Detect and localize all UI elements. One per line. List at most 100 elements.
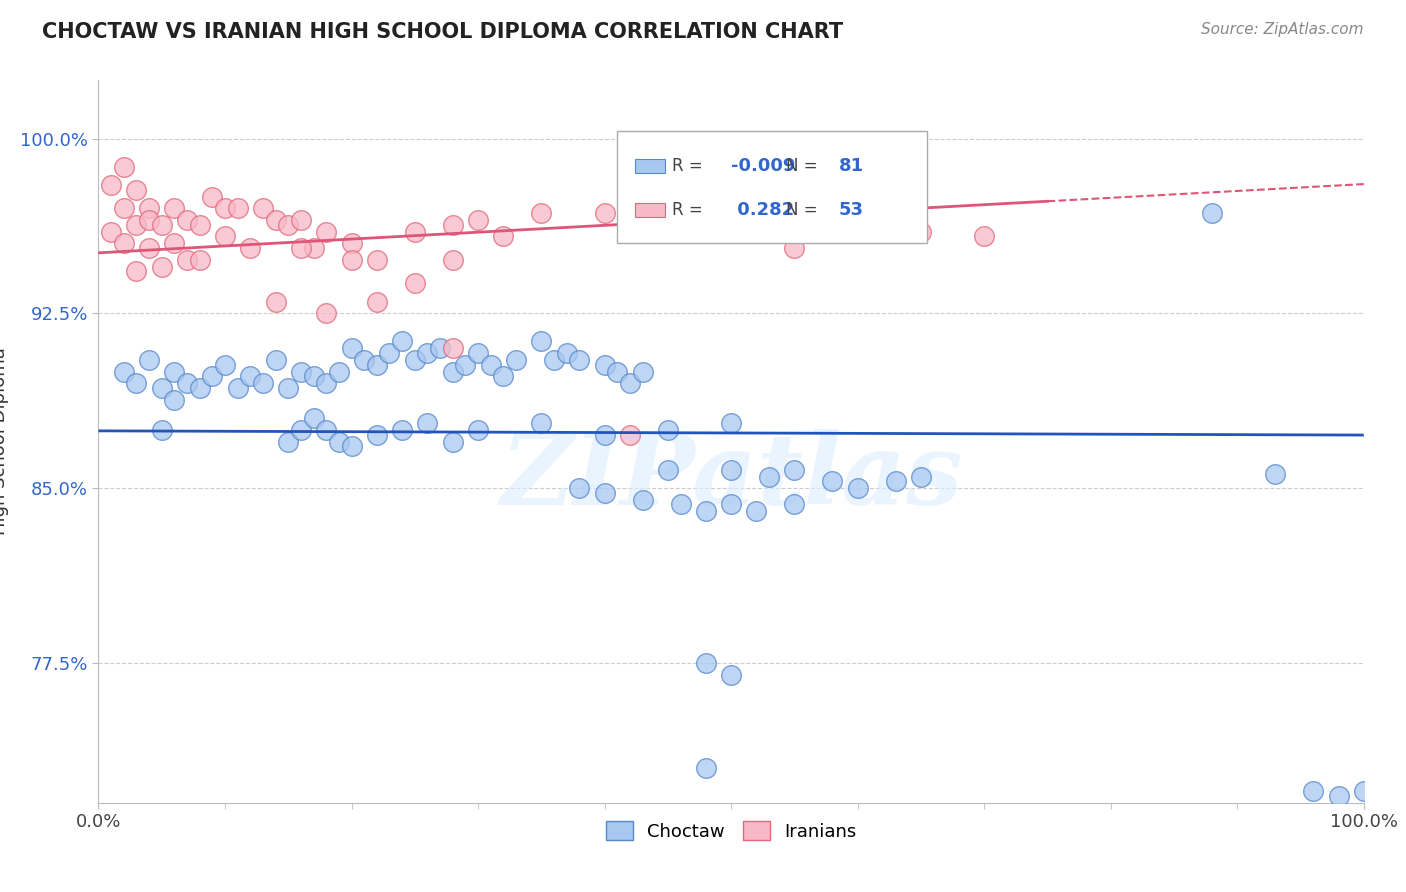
Point — [302, 411, 325, 425]
Point — [290, 241, 312, 255]
Point — [100, 178, 122, 193]
FancyBboxPatch shape — [617, 131, 928, 243]
Text: Source: ZipAtlas.com: Source: ZipAtlas.com — [1201, 22, 1364, 37]
Point — [846, 202, 869, 216]
Text: 81: 81 — [838, 157, 863, 175]
Point — [214, 358, 236, 372]
Point — [492, 369, 515, 384]
Point — [150, 423, 173, 437]
Point — [910, 469, 932, 483]
Text: R =: R = — [672, 157, 707, 175]
Point — [201, 369, 224, 384]
FancyBboxPatch shape — [636, 159, 665, 173]
Point — [391, 423, 413, 437]
Point — [530, 206, 553, 220]
Text: N =: N = — [786, 201, 823, 219]
Point — [530, 416, 553, 430]
Point — [695, 761, 717, 775]
Point — [441, 365, 464, 379]
Point — [315, 225, 337, 239]
Point — [277, 381, 299, 395]
Point — [176, 376, 198, 391]
Point — [290, 423, 312, 437]
Point — [695, 504, 717, 518]
Point — [112, 365, 135, 379]
Point — [783, 498, 806, 512]
Point — [593, 427, 616, 442]
Point — [366, 358, 388, 372]
Point — [1353, 784, 1375, 798]
Point — [467, 213, 489, 227]
Point — [302, 241, 325, 255]
Point — [720, 416, 742, 430]
Point — [214, 229, 236, 244]
Point — [163, 236, 186, 251]
Point — [150, 260, 173, 274]
Point — [340, 341, 363, 355]
Point — [631, 365, 654, 379]
Point — [467, 346, 489, 360]
Point — [1201, 206, 1223, 220]
Point — [720, 462, 742, 476]
Point — [404, 276, 426, 290]
Point — [138, 353, 160, 368]
FancyBboxPatch shape — [636, 202, 665, 217]
Point — [1264, 467, 1286, 482]
Point — [619, 376, 641, 391]
Point — [631, 492, 654, 507]
Point — [441, 434, 464, 449]
Point — [239, 369, 262, 384]
Point — [441, 252, 464, 267]
Point — [188, 218, 211, 232]
Point — [150, 381, 173, 395]
Point — [1302, 784, 1324, 798]
Point — [226, 381, 249, 395]
Text: CHOCTAW VS IRANIAN HIGH SCHOOL DIPLOMA CORRELATION CHART: CHOCTAW VS IRANIAN HIGH SCHOOL DIPLOMA C… — [42, 22, 844, 42]
Point — [366, 252, 388, 267]
Point — [163, 365, 186, 379]
Point — [328, 365, 350, 379]
Point — [884, 474, 907, 488]
Point — [657, 462, 679, 476]
Point — [125, 264, 148, 278]
Point — [315, 376, 337, 391]
Point — [745, 504, 768, 518]
Point — [340, 236, 363, 251]
Point — [201, 190, 224, 204]
Point — [720, 667, 742, 681]
Text: 0.282: 0.282 — [731, 201, 794, 219]
Point — [214, 202, 236, 216]
Point — [163, 202, 186, 216]
Point — [290, 365, 312, 379]
Point — [846, 481, 869, 495]
Point — [441, 218, 464, 232]
Point — [467, 423, 489, 437]
Point — [378, 346, 401, 360]
Point — [1327, 789, 1350, 803]
Text: N =: N = — [786, 157, 823, 175]
Point — [290, 213, 312, 227]
Point — [783, 462, 806, 476]
Point — [138, 213, 160, 227]
Point — [593, 485, 616, 500]
Point — [366, 294, 388, 309]
Point — [505, 353, 527, 368]
Point — [619, 427, 641, 442]
Point — [657, 206, 679, 220]
Point — [429, 341, 451, 355]
Point — [441, 341, 464, 355]
Point — [226, 202, 249, 216]
Point — [188, 381, 211, 395]
Point — [543, 353, 565, 368]
Point — [277, 218, 299, 232]
Legend: Choctaw, Iranians: Choctaw, Iranians — [599, 814, 863, 848]
Point — [112, 236, 135, 251]
Point — [555, 346, 578, 360]
Point — [252, 376, 274, 391]
Point — [593, 358, 616, 372]
Text: 53: 53 — [838, 201, 863, 219]
Point — [695, 656, 717, 670]
Point — [328, 434, 350, 449]
Point — [138, 202, 160, 216]
Point — [404, 225, 426, 239]
